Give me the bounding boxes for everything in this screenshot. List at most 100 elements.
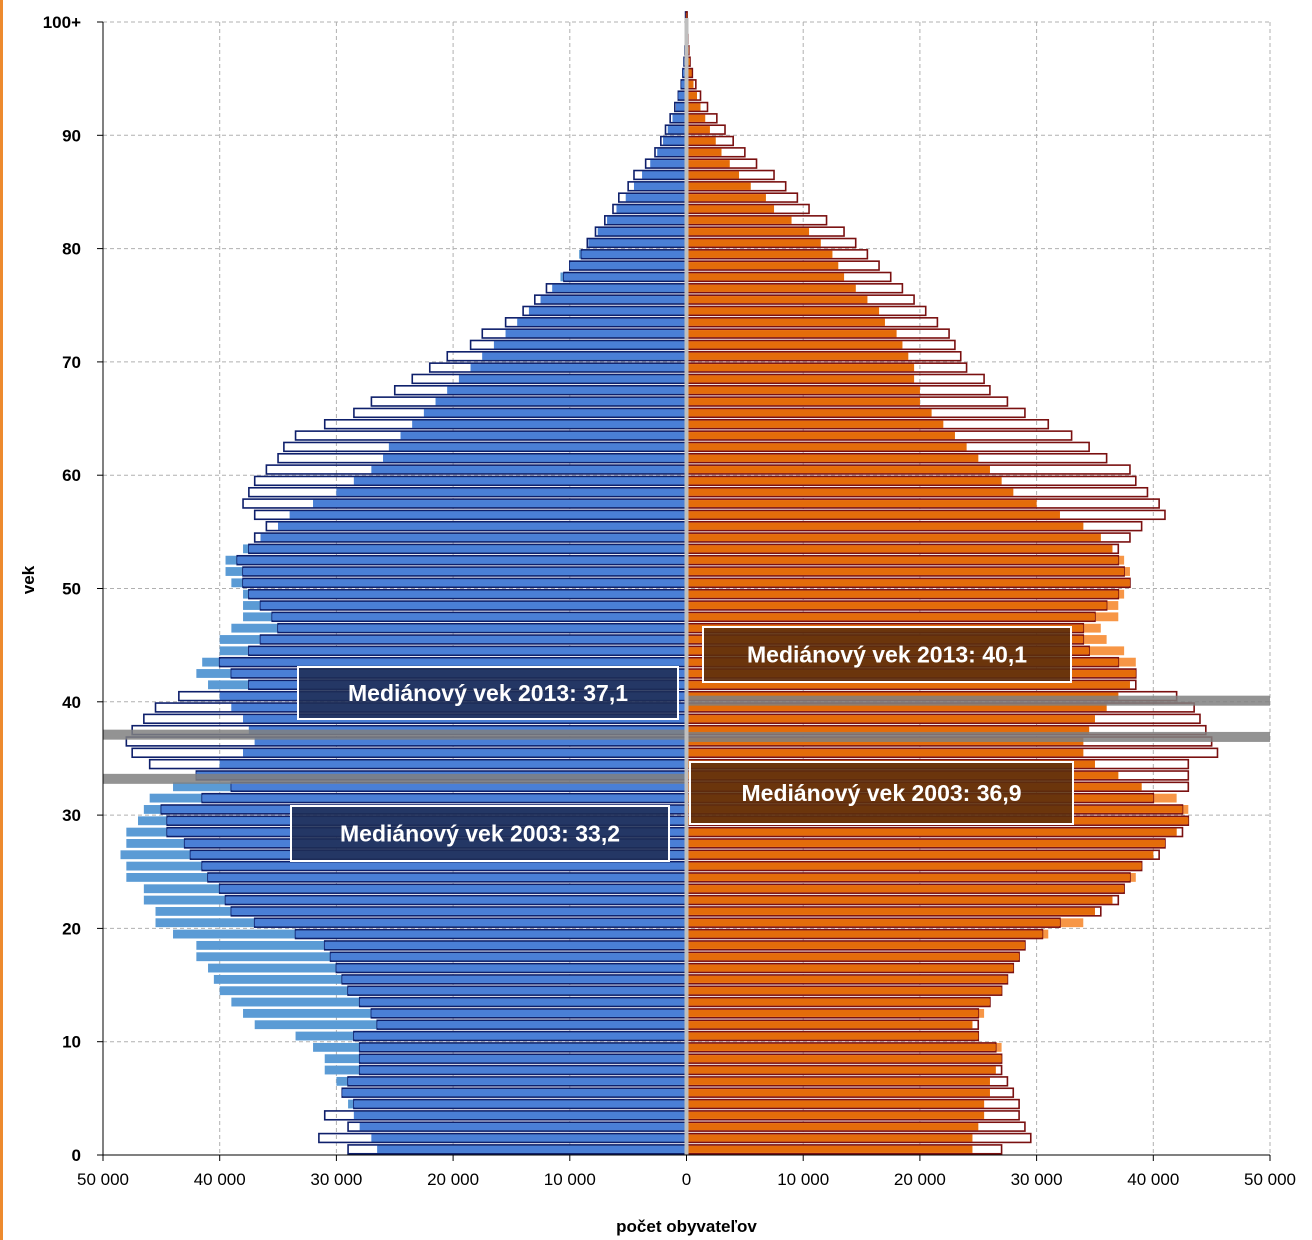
bar-overlap-right bbox=[686, 1009, 979, 1017]
bar-overlap-left bbox=[260, 636, 687, 643]
bar-overlap-left bbox=[616, 205, 687, 213]
median-label-text: Mediánový vek 2013: 37,1 bbox=[348, 680, 628, 706]
bar-overlap-left bbox=[563, 273, 687, 281]
bar-overlap-right bbox=[686, 1145, 973, 1153]
y-tick-label: 70 bbox=[62, 353, 81, 372]
bar-overlap-right bbox=[686, 715, 1095, 723]
bar-overlap-right bbox=[686, 375, 915, 383]
bar-overlap-right bbox=[686, 432, 955, 439]
bar-overlap-left bbox=[663, 137, 687, 145]
bar-overlap-right bbox=[686, 341, 903, 349]
bar-overlap-left bbox=[359, 1123, 687, 1131]
bar-overlap-right bbox=[686, 364, 915, 371]
y-tick-label: 80 bbox=[62, 240, 81, 259]
bar-overlap-right bbox=[686, 704, 1107, 711]
bar-overlap-left bbox=[650, 160, 687, 168]
bar-overlap-left bbox=[552, 284, 687, 292]
bar-overlap-left bbox=[681, 80, 687, 88]
median-line-left-1 bbox=[103, 773, 687, 784]
bar-overlap-right bbox=[686, 1066, 996, 1074]
bar-overlap-right bbox=[686, 114, 706, 122]
bar-overlap-left bbox=[675, 103, 687, 111]
bar-overlap-left bbox=[353, 1032, 687, 1040]
y-tick-label: 90 bbox=[62, 126, 81, 145]
bar-overlap-left bbox=[377, 1021, 687, 1029]
x-tick-label: 40 000 bbox=[1127, 1170, 1179, 1189]
bar-overlap-right bbox=[686, 953, 1020, 961]
bar-overlap-left bbox=[371, 1009, 687, 1017]
bar-overlap-right bbox=[686, 1032, 979, 1040]
bar-overlap-right bbox=[686, 1100, 985, 1108]
bar-overlap-left bbox=[278, 624, 687, 632]
bar-overlap-left bbox=[231, 907, 687, 915]
bar-overlap-right bbox=[686, 103, 701, 111]
bar-overlap-left bbox=[672, 114, 687, 122]
bar-overlap-right bbox=[686, 941, 1025, 949]
bar-overlap-left bbox=[607, 216, 687, 224]
x-tick-label: 30 000 bbox=[1011, 1170, 1063, 1189]
bar-overlap-right bbox=[686, 137, 716, 145]
bar-overlap-left bbox=[348, 987, 687, 995]
bar-overlap-left bbox=[254, 738, 687, 745]
bar-overlap-left bbox=[423, 409, 687, 417]
bar-overlap-right bbox=[686, 273, 845, 281]
bar-overlap-right bbox=[686, 896, 1113, 904]
bar-overlap-right bbox=[686, 522, 1084, 530]
bar-overlap-left bbox=[260, 602, 687, 609]
bar-overlap-right bbox=[686, 602, 1107, 609]
bar-overlap-left bbox=[324, 941, 687, 949]
bar-overlap-right bbox=[686, 307, 880, 315]
bar-overlap-left bbox=[540, 296, 687, 304]
bar-overlap-right bbox=[686, 352, 909, 360]
bar-overlap-right bbox=[686, 862, 1142, 870]
bar-overlap-left bbox=[569, 262, 687, 270]
bar-overlap-right bbox=[686, 885, 1125, 893]
median-line-left-0 bbox=[103, 729, 687, 740]
bar-overlap-left bbox=[493, 341, 687, 349]
bar-overlap-right bbox=[686, 80, 694, 88]
bar-overlap-left bbox=[383, 454, 687, 462]
x-tick-label: 40 000 bbox=[194, 1170, 246, 1189]
bar-overlap-left bbox=[243, 749, 687, 757]
median-label-text: Mediánový vek 2003: 33,2 bbox=[340, 821, 620, 847]
bar-overlap-left bbox=[202, 794, 687, 802]
bar-overlap-right bbox=[686, 851, 1154, 859]
bar-overlap-left bbox=[377, 1145, 687, 1153]
bar-overlap-right bbox=[686, 409, 932, 417]
label-layer: Mediánový vek 2013: 37,1 Mediánový vek 20… bbox=[290, 626, 1074, 862]
bar-overlap-left bbox=[435, 398, 687, 405]
bar-overlap-left bbox=[353, 1111, 687, 1119]
x-tick-label: 10 000 bbox=[544, 1170, 596, 1189]
bar-overlap-left bbox=[248, 590, 687, 598]
bar-overlap-left bbox=[278, 522, 687, 530]
median-line-right-2 bbox=[686, 695, 1270, 706]
y-tick-label: 20 bbox=[62, 919, 81, 938]
bar-overlap-right bbox=[686, 919, 1060, 927]
bar-overlap-left bbox=[353, 1100, 687, 1108]
bar-overlap-right bbox=[686, 250, 833, 258]
bar-overlap-left bbox=[657, 148, 687, 156]
bar-overlap-left bbox=[482, 352, 687, 360]
bar-overlap-right bbox=[686, 216, 792, 224]
y-axis-title: vek bbox=[19, 565, 38, 594]
bar-overlap-right bbox=[686, 726, 1090, 734]
bar-overlap-right bbox=[686, 511, 1060, 519]
axis-layer: 0 10 20 30 40 50 60 70 80 90 100+ 50 000 40 000 30 00… bbox=[19, 13, 1296, 1236]
bar-overlap-right bbox=[686, 454, 979, 462]
median-label-text: Mediánový vek 2003: 36,9 bbox=[742, 780, 1022, 806]
bar-overlap-right bbox=[686, 386, 920, 394]
bar-overlap-right bbox=[686, 1077, 990, 1085]
bar-overlap-left bbox=[359, 1043, 687, 1051]
y-tick-label: 50 bbox=[62, 580, 81, 599]
bar-overlap-left bbox=[219, 760, 687, 768]
bar-overlap-left bbox=[336, 488, 687, 496]
bar-overlap-left bbox=[353, 477, 687, 485]
bar-overlap-right bbox=[686, 330, 897, 337]
bar-overlap-right bbox=[686, 398, 920, 405]
bar-overlap-left bbox=[517, 318, 687, 326]
bar-overlap-left bbox=[667, 126, 687, 134]
bar-overlap-left bbox=[371, 466, 687, 473]
median-label-box bbox=[297, 666, 679, 720]
bar-overlap-right bbox=[686, 828, 1177, 836]
